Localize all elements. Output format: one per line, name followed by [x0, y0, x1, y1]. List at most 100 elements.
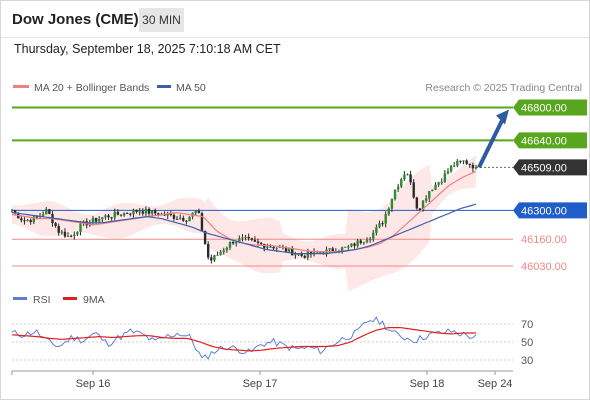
- ma50-legend-label: MA 50: [176, 82, 206, 94]
- candle: [459, 160, 462, 164]
- candle: [144, 206, 148, 218]
- candle: [20, 215, 23, 223]
- candle-body: [390, 198, 394, 209]
- candle-body: [197, 210, 201, 214]
- candle: [353, 242, 356, 249]
- candle-body: [291, 248, 294, 256]
- candle: [453, 162, 456, 168]
- ma50-legend-swatch: [157, 85, 171, 88]
- candle-body: [175, 218, 179, 220]
- candle: [253, 236, 257, 243]
- candle: [437, 181, 440, 187]
- candle-body: [266, 246, 269, 248]
- candle: [216, 251, 219, 256]
- candle: [132, 208, 135, 218]
- candle: [206, 241, 210, 260]
- candle: [119, 214, 123, 217]
- rsi-line: [11, 316, 477, 360]
- candle-body: [462, 160, 465, 162]
- candle: [443, 169, 447, 183]
- candle-body: [69, 235, 73, 237]
- level-tag-bg: [513, 132, 587, 149]
- candle: [129, 212, 132, 217]
- candle-body: [129, 213, 132, 215]
- candle: [421, 200, 425, 212]
- candle-body: [32, 216, 35, 223]
- candle: [122, 212, 126, 217]
- candle: [101, 216, 104, 223]
- candle: [182, 215, 185, 222]
- candle-body: [172, 215, 176, 219]
- candle: [300, 251, 303, 258]
- ma9-legend-swatch: [63, 297, 77, 300]
- candle: [372, 230, 375, 242]
- candle-body: [375, 227, 378, 233]
- candle: [462, 160, 465, 165]
- candle: [418, 208, 422, 211]
- level-label: 46800.00: [521, 103, 567, 115]
- candle-body: [119, 214, 123, 216]
- candle-body: [319, 252, 322, 254]
- candle: [375, 224, 378, 236]
- candle-body: [465, 160, 468, 164]
- candle-body: [409, 174, 412, 183]
- candle-body: [446, 171, 450, 174]
- candle-body: [91, 217, 95, 223]
- candle-body: [287, 248, 291, 252]
- ma20-legend-swatch: [13, 85, 29, 88]
- candle-body: [13, 210, 17, 213]
- forecast-arrow-shaft: [477, 115, 506, 169]
- candle: [94, 217, 98, 225]
- candle: [32, 215, 35, 225]
- candle-body: [225, 247, 229, 251]
- candle: [328, 247, 331, 254]
- candle-body: [353, 243, 356, 246]
- candle: [26, 218, 29, 222]
- candle: [135, 209, 138, 214]
- candle: [384, 211, 387, 228]
- rsi-legend-label: RSI: [33, 294, 51, 306]
- candle: [113, 208, 116, 221]
- candle-body: [443, 173, 447, 182]
- candle-body: [76, 232, 79, 235]
- level-tag-46640.00: 46640.00: [513, 132, 587, 149]
- candle: [440, 178, 443, 185]
- candle-body: [303, 255, 306, 258]
- candle-body: [474, 167, 478, 169]
- candle-body: [194, 210, 197, 213]
- candle-body: [449, 165, 453, 172]
- candle-body: [97, 219, 101, 222]
- candle: [23, 217, 26, 225]
- rsi-panel: 70 50 30: [11, 316, 533, 367]
- candle-body: [135, 209, 138, 212]
- candle-body: [372, 232, 375, 239]
- candle-body: [182, 217, 185, 221]
- ma9-legend-label: 9MA: [83, 294, 105, 306]
- timeframe-badge[interactable]: 30 MIN: [139, 8, 184, 32]
- level-tag-46800.00: 46800.00: [513, 99, 587, 116]
- candle-body: [147, 208, 151, 214]
- candle-body: [403, 174, 406, 180]
- candle-body: [66, 235, 70, 237]
- candle-body: [126, 212, 129, 214]
- research-credit: Research © 2025 Trading Central: [425, 82, 582, 94]
- candle: [393, 189, 397, 201]
- candle: [126, 212, 129, 214]
- candle-body: [101, 217, 104, 220]
- forecast-arrow-head: [496, 109, 509, 125]
- candle-body: [122, 212, 126, 216]
- x-axis: Sep 16 Sep 17 Sep 18 Sep 24: [11, 371, 512, 390]
- candle-body: [381, 223, 384, 225]
- header-divider: [1, 37, 589, 38]
- candle-body: [213, 255, 216, 261]
- candle: [60, 229, 64, 235]
- candle-body: [272, 246, 275, 249]
- level-tag-46300.00: 46300.00: [513, 202, 587, 219]
- candle: [446, 168, 450, 175]
- candle: [48, 208, 51, 215]
- candle: [244, 234, 247, 241]
- instrument-title: Dow Jones (CME): [12, 11, 139, 28]
- candle: [203, 230, 207, 245]
- candle: [231, 241, 235, 245]
- candle-body: [169, 213, 173, 216]
